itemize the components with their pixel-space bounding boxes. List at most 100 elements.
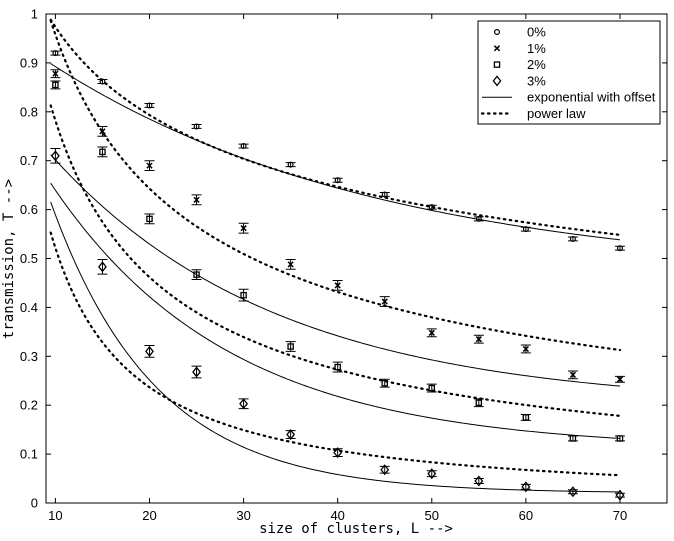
data-point: [52, 50, 59, 57]
legend-label: 3%: [527, 73, 546, 88]
y-tick-label: 0.1: [20, 447, 38, 462]
legend-marker: [493, 45, 501, 52]
data-point: [146, 215, 153, 223]
y-tick-label: 0.3: [20, 349, 38, 364]
exponential-fit-curve: [50, 154, 620, 387]
data-point: [287, 343, 294, 350]
data-point: [428, 329, 435, 336]
legend-label: 0%: [527, 25, 546, 40]
y-tick-label: 0.4: [20, 300, 38, 315]
data-point: [427, 468, 437, 480]
data-point: [334, 177, 341, 184]
data-point: [99, 78, 106, 85]
data-point: [522, 226, 529, 233]
power-law-fit-curve: [49, 19, 622, 352]
series-1-percent: [50, 69, 625, 383]
data-point: [334, 282, 341, 289]
data-point: [192, 366, 201, 378]
legend-box: [477, 20, 661, 125]
x-tick-label: 10: [48, 508, 62, 523]
error-bar: [144, 213, 155, 225]
data-point: [616, 435, 624, 442]
y-tick-label: 0.6: [20, 202, 38, 217]
data-point: [616, 376, 624, 383]
data-point: [522, 414, 530, 421]
error-bar: [191, 124, 202, 129]
error-bar: [520, 483, 531, 490]
exponential-fit-curve: [50, 182, 620, 439]
data-point: [475, 399, 483, 407]
y-tick-label: 0.5: [20, 251, 38, 266]
y-tick-label: 1: [31, 7, 38, 22]
data-point: [616, 245, 623, 252]
power-law-fit-curve: [49, 18, 622, 236]
error-bar: [285, 162, 296, 168]
legend-label: exponential with offset: [527, 90, 656, 105]
x-tick-label: 40: [330, 508, 344, 523]
data-point: [474, 475, 484, 487]
data-point: [568, 486, 578, 498]
data-point-layer: [50, 50, 625, 501]
data-point: [334, 363, 341, 371]
data-point: [240, 143, 247, 150]
data-point: [381, 298, 388, 305]
error-bar: [473, 478, 484, 484]
data-point: [193, 271, 200, 278]
data-point: [193, 123, 200, 130]
error-bar: [379, 465, 390, 474]
data-point: [287, 161, 294, 168]
data-point: [98, 261, 107, 273]
data-point: [145, 345, 154, 357]
x-tick-label: 60: [519, 508, 533, 523]
data-point: [146, 102, 153, 109]
x-tick-label: 30: [236, 508, 250, 523]
y-tick-label: 0.2: [20, 398, 38, 413]
series-3-percent: [50, 147, 625, 501]
series-2-percent: [50, 80, 625, 442]
data-point: [381, 191, 388, 198]
data-point: [333, 447, 343, 459]
data-point: [287, 261, 294, 268]
data-point: [428, 204, 435, 211]
data-point: [381, 379, 388, 387]
y-tick-label: 0.7: [20, 153, 38, 168]
data-point: [240, 291, 247, 299]
error-bar: [191, 269, 202, 281]
error-bar: [144, 102, 155, 108]
error-bar: [97, 146, 108, 158]
data-point: [99, 128, 106, 135]
data-point: [240, 225, 247, 232]
x-tick-label: 20: [142, 508, 156, 523]
error-bar: [332, 361, 343, 373]
x-tick-label: 50: [425, 508, 439, 523]
y-tick-label: 0.9: [20, 55, 38, 70]
error-bar: [238, 288, 249, 302]
legend-label: 2%: [527, 57, 546, 72]
y-tick-label: 0: [31, 496, 38, 511]
data-point: [428, 384, 436, 392]
error-bar: [567, 489, 578, 495]
legend-marker: [493, 61, 501, 68]
error-bar: [50, 50, 61, 56]
error-bar: [614, 492, 625, 498]
data-point: [569, 235, 576, 242]
data-point: [52, 70, 59, 77]
y-tick-label: 0.8: [20, 104, 38, 119]
error-bar: [426, 470, 437, 478]
error-bar: [567, 236, 578, 242]
error-bar: [285, 341, 296, 352]
data-point: [569, 371, 577, 379]
tick-layer: 10 20 30 40 50 60 70 0 0.1 0.2 0.3 0.4 0.5 0.6 0.7 0.8 0…: [20, 7, 667, 523]
data-point: [380, 464, 390, 476]
error-bar: [614, 245, 625, 251]
data-point: [569, 435, 577, 442]
legend-marker: [492, 75, 502, 87]
data-point: [521, 481, 531, 493]
data-point: [146, 162, 153, 169]
data-point: [522, 345, 529, 353]
y-axis-label: transmission, T -->: [1, 179, 17, 339]
data-point: [475, 215, 482, 222]
